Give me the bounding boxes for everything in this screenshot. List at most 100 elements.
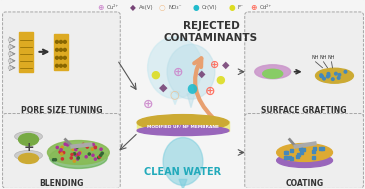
Circle shape bbox=[53, 159, 55, 161]
Circle shape bbox=[100, 148, 102, 150]
Circle shape bbox=[77, 153, 80, 155]
Ellipse shape bbox=[47, 140, 109, 164]
Text: ●: ● bbox=[215, 75, 225, 85]
Circle shape bbox=[75, 154, 77, 156]
FancyBboxPatch shape bbox=[3, 114, 120, 188]
Ellipse shape bbox=[19, 153, 38, 163]
Circle shape bbox=[64, 40, 66, 43]
Ellipse shape bbox=[15, 132, 42, 142]
Circle shape bbox=[320, 75, 323, 77]
Circle shape bbox=[54, 159, 57, 161]
Circle shape bbox=[326, 75, 329, 78]
Circle shape bbox=[59, 40, 62, 43]
Circle shape bbox=[92, 143, 95, 146]
Bar bbox=[137, 121, 229, 131]
Text: Cr(VI): Cr(VI) bbox=[202, 5, 218, 10]
Text: ●: ● bbox=[193, 3, 199, 12]
Circle shape bbox=[66, 144, 69, 146]
Bar bbox=[312, 156, 315, 159]
Circle shape bbox=[338, 74, 341, 76]
Text: ⊕: ⊕ bbox=[97, 3, 103, 12]
Circle shape bbox=[323, 77, 325, 80]
Bar bbox=[312, 150, 315, 153]
Text: CLEAN WATER: CLEAN WATER bbox=[145, 167, 222, 177]
Circle shape bbox=[94, 158, 96, 160]
Circle shape bbox=[73, 160, 76, 162]
Circle shape bbox=[77, 158, 79, 160]
Circle shape bbox=[331, 78, 334, 81]
Bar bbox=[54, 34, 68, 70]
Text: ⊕: ⊕ bbox=[143, 98, 153, 111]
Bar bbox=[290, 149, 293, 152]
Text: ○: ○ bbox=[159, 3, 165, 12]
Ellipse shape bbox=[277, 153, 333, 167]
Circle shape bbox=[64, 48, 66, 51]
Circle shape bbox=[8, 38, 11, 41]
FancyBboxPatch shape bbox=[245, 12, 364, 118]
Circle shape bbox=[88, 153, 91, 155]
Circle shape bbox=[76, 146, 78, 148]
Ellipse shape bbox=[19, 134, 38, 146]
Circle shape bbox=[8, 52, 11, 55]
Bar bbox=[288, 156, 291, 159]
Circle shape bbox=[64, 56, 66, 59]
Circle shape bbox=[55, 64, 58, 67]
Circle shape bbox=[8, 66, 11, 69]
Ellipse shape bbox=[15, 150, 42, 160]
Circle shape bbox=[94, 146, 96, 148]
Ellipse shape bbox=[50, 146, 107, 168]
Text: BLENDING: BLENDING bbox=[39, 179, 84, 188]
Polygon shape bbox=[179, 179, 187, 189]
Ellipse shape bbox=[263, 69, 283, 78]
Text: ⊕: ⊕ bbox=[250, 3, 257, 12]
Bar bbox=[285, 151, 288, 154]
Circle shape bbox=[71, 153, 73, 156]
Circle shape bbox=[55, 40, 58, 43]
Bar bbox=[297, 153, 300, 156]
Circle shape bbox=[320, 74, 323, 76]
Circle shape bbox=[59, 56, 62, 59]
Text: ●: ● bbox=[187, 81, 197, 94]
Text: NH: NH bbox=[328, 55, 335, 60]
Circle shape bbox=[321, 75, 323, 78]
Circle shape bbox=[59, 48, 62, 51]
Ellipse shape bbox=[315, 68, 353, 83]
Text: F⁻: F⁻ bbox=[238, 5, 244, 10]
Circle shape bbox=[8, 45, 11, 48]
FancyBboxPatch shape bbox=[3, 12, 120, 118]
Text: Cd²⁺: Cd²⁺ bbox=[260, 5, 272, 10]
Circle shape bbox=[92, 154, 94, 156]
Circle shape bbox=[75, 149, 77, 151]
Circle shape bbox=[61, 146, 63, 148]
Circle shape bbox=[55, 56, 58, 59]
Text: +: + bbox=[23, 141, 34, 154]
Text: ◆: ◆ bbox=[198, 69, 206, 79]
Text: ⊕: ⊕ bbox=[205, 85, 215, 98]
Text: ⊕: ⊕ bbox=[173, 66, 183, 79]
Circle shape bbox=[59, 151, 61, 153]
Circle shape bbox=[101, 152, 103, 154]
Circle shape bbox=[99, 156, 101, 158]
Text: ◆: ◆ bbox=[159, 83, 167, 93]
Polygon shape bbox=[170, 92, 180, 105]
Circle shape bbox=[73, 153, 76, 155]
Circle shape bbox=[61, 158, 64, 160]
Circle shape bbox=[56, 146, 58, 149]
Bar bbox=[296, 155, 299, 158]
Circle shape bbox=[8, 59, 11, 62]
Text: ●: ● bbox=[228, 3, 235, 12]
Polygon shape bbox=[187, 94, 195, 108]
Text: PORE SIZE TUNING: PORE SIZE TUNING bbox=[21, 106, 102, 115]
Text: COATING: COATING bbox=[285, 179, 324, 188]
Text: ⊕: ⊕ bbox=[210, 60, 220, 70]
Bar bbox=[284, 156, 287, 159]
Circle shape bbox=[59, 64, 62, 67]
Ellipse shape bbox=[255, 65, 291, 79]
Text: Cu²⁺: Cu²⁺ bbox=[106, 5, 119, 10]
Circle shape bbox=[85, 156, 87, 158]
Bar bbox=[301, 148, 305, 151]
Text: REJECTED
CONTAMINANTS: REJECTED CONTAMINANTS bbox=[164, 21, 258, 43]
Text: NH: NH bbox=[320, 55, 327, 60]
Bar bbox=[299, 147, 302, 150]
Ellipse shape bbox=[137, 125, 229, 136]
